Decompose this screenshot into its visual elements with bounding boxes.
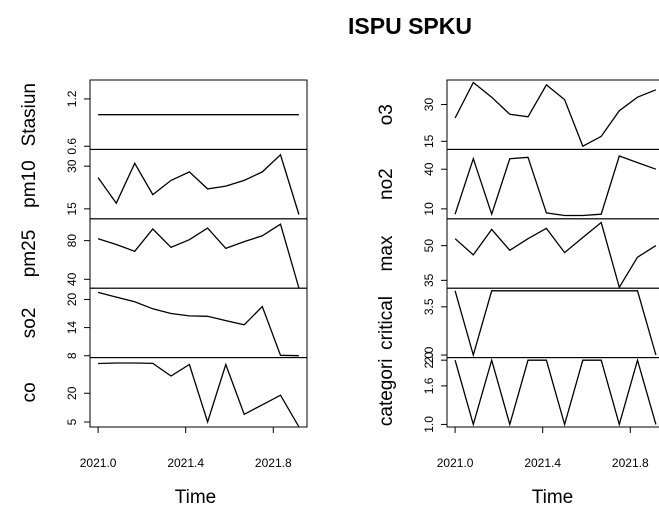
series-line: [454, 155, 657, 217]
y-tick-label: 2.0: [422, 346, 436, 363]
series-line: [97, 291, 299, 357]
series-line: [97, 153, 300, 215]
x-tick-label: 2021.4: [167, 456, 204, 470]
y-tick-label: 35: [422, 273, 436, 287]
y-tick-label: 3.5: [422, 298, 436, 315]
series-line: [97, 223, 300, 289]
series-line: [454, 221, 657, 289]
series-line: [454, 357, 657, 427]
panel-label: Stasiun: [19, 83, 40, 146]
x-tick-label: 2021.0: [80, 456, 117, 470]
chart-title: ISPU SPKU: [348, 13, 472, 39]
series-line: [454, 81, 657, 148]
panel-frame: [446, 148, 659, 220]
y-tick-label: 14: [65, 321, 79, 335]
y-tick-label: 20: [65, 292, 79, 306]
panel-frame: [89, 218, 308, 289]
panel-label: pm25: [19, 230, 40, 278]
panel-label: max: [376, 235, 397, 271]
y-tick-label: 30: [422, 98, 436, 112]
x-axis-title: Time: [532, 487, 574, 508]
x-axis-title: Time: [175, 487, 217, 508]
y-tick-label: 1.2: [65, 90, 79, 107]
y-tick-label: 8: [65, 352, 79, 359]
y-tick-label: 30: [65, 159, 79, 173]
panel-label: so2: [19, 308, 40, 339]
y-tick-label: 40: [422, 162, 436, 176]
panel-label: o3: [376, 104, 397, 125]
series-line: [98, 362, 300, 428]
x-tick-label: 2021.4: [524, 456, 561, 470]
panel-label: no2: [376, 168, 397, 200]
panel-label: critical: [376, 296, 397, 350]
panel-frame: [446, 218, 659, 289]
y-tick-label: 5: [65, 418, 79, 425]
panel-label: categori: [376, 358, 397, 426]
x-tick-label: 2021.8: [255, 456, 292, 470]
y-tick-label: 2.0: [422, 352, 436, 369]
series-line: [454, 290, 657, 358]
panel-label: pm10: [19, 160, 40, 208]
y-tick-label: 40: [65, 272, 79, 286]
y-tick-label: 15: [65, 202, 79, 216]
y-tick-label: 50: [422, 239, 436, 253]
y-tick-label: 10: [422, 202, 436, 216]
y-tick-label: 1.0: [422, 416, 436, 433]
panel-frame: [89, 357, 308, 428]
x-tick-label: 2021.0: [437, 456, 474, 470]
y-tick-label: 1.6: [422, 377, 436, 394]
y-tick-label: 15: [422, 134, 436, 148]
panel-frame: [446, 357, 659, 428]
panel-frame: [446, 287, 659, 359]
y-tick-label: 80: [65, 234, 79, 248]
x-tick-label: 2021.8: [612, 456, 649, 470]
y-tick-label: 0.6: [65, 138, 79, 155]
y-tick-label: 20: [65, 386, 79, 400]
panel-label: co: [19, 382, 40, 402]
